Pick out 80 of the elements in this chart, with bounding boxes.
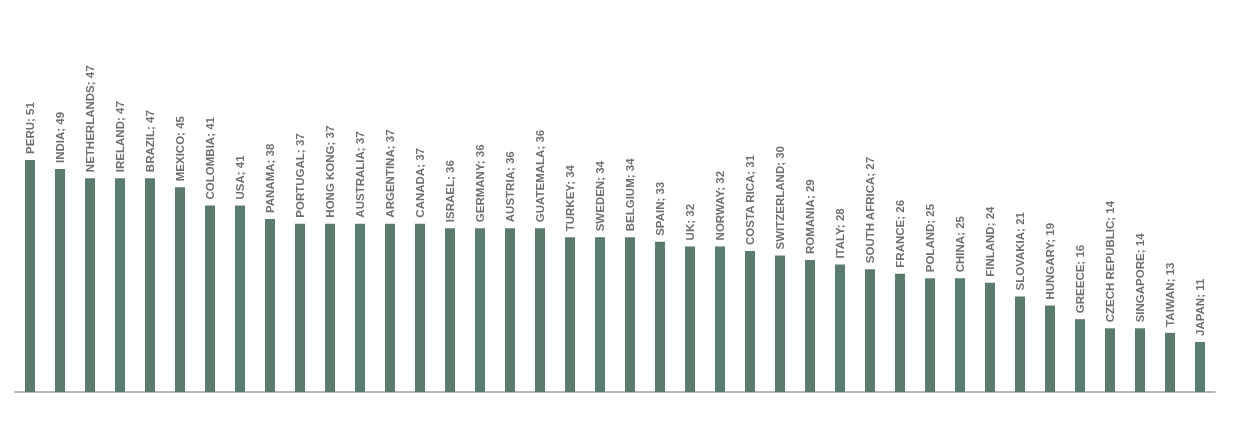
bar: [445, 228, 455, 392]
bar: [205, 205, 215, 392]
bar: [955, 278, 965, 392]
bar: [535, 228, 545, 392]
bar: [265, 219, 275, 392]
bar: [1165, 332, 1175, 392]
bar: [865, 269, 875, 392]
bar: [145, 178, 155, 392]
bar: [925, 278, 935, 392]
bar: [1195, 341, 1205, 392]
data-label: BELGIUM; 34: [624, 157, 636, 232]
data-label: INDIA; 49: [54, 111, 66, 164]
bar: [325, 223, 335, 392]
data-label: AUSTRIA; 36: [504, 151, 516, 223]
data-label: MEXICO; 45: [174, 115, 186, 182]
data-label: GUATEMALA; 36: [534, 129, 546, 223]
data-label: SLOVAKIA; 21: [1014, 211, 1026, 291]
data-label: ISRAEL; 36: [444, 160, 456, 223]
data-label: PORTUGAL; 37: [294, 133, 306, 218]
bar: [835, 264, 845, 392]
bar: [1135, 328, 1145, 392]
bar: [595, 237, 605, 392]
data-label: FRANCE; 26: [894, 199, 906, 268]
bar: [1105, 328, 1115, 392]
data-label: AUSTRALIA; 37: [354, 131, 366, 218]
bar: [1015, 296, 1025, 392]
data-label: CZECH REPUBLIC; 14: [1104, 200, 1116, 323]
data-label: USA; 41: [234, 154, 246, 200]
bar: [655, 241, 665, 392]
bar: [1045, 305, 1055, 392]
data-label: CANADA; 37: [414, 147, 426, 218]
bar: [1075, 319, 1085, 392]
data-label: IRELAND; 47: [114, 101, 126, 173]
bar: [985, 282, 995, 392]
data-label: NETHERLANDS; 47: [84, 65, 96, 173]
data-label: SOUTH AFRICA; 27: [864, 156, 876, 264]
data-label: TURKEY; 34: [564, 164, 576, 232]
bar: [715, 246, 725, 392]
data-label: SWITZERLAND; 30: [774, 146, 786, 250]
bar: [475, 228, 485, 392]
data-label: UK; 32: [684, 203, 696, 241]
bar: [385, 223, 395, 392]
bar: [115, 178, 125, 392]
bar: [805, 260, 815, 392]
data-label: COSTA RICA; 31: [744, 154, 756, 245]
data-label: PANAMA; 38: [264, 143, 276, 214]
bar: [895, 273, 905, 392]
bar: [415, 223, 425, 392]
bar: [355, 223, 365, 392]
bar: [745, 250, 755, 392]
data-label: GREECE; 16: [1074, 244, 1086, 314]
data-label: TAIWAN; 13: [1164, 262, 1176, 327]
bar: [85, 178, 95, 392]
bar: [55, 169, 65, 392]
bar: [235, 205, 245, 392]
data-label: GERMANY; 36: [474, 144, 486, 223]
data-label: HONG KONG; 37: [324, 125, 336, 218]
data-label: HUNGARY; 19: [1044, 222, 1056, 300]
data-label: SPAIN; 33: [654, 181, 666, 236]
bar: [505, 228, 515, 392]
bar: [565, 237, 575, 392]
data-label: ITALY; 28: [834, 207, 846, 259]
data-label: PERU; 51: [24, 101, 36, 154]
data-label: ARGENTINA; 37: [384, 129, 396, 218]
data-label: ROMANIA; 29: [804, 179, 816, 255]
data-label: NORWAY; 32: [714, 170, 726, 241]
bar: [175, 187, 185, 392]
data-label: SINGAPORE; 14: [1134, 232, 1146, 323]
bar: [775, 255, 785, 392]
data-label: BRAZIL; 47: [144, 110, 156, 173]
data-label: JAPAN; 11: [1194, 278, 1206, 336]
bar: [295, 223, 305, 392]
bar: [25, 159, 35, 392]
bar: [685, 246, 695, 392]
data-label: POLAND; 25: [924, 203, 936, 273]
data-label: COLOMBIA; 41: [204, 116, 216, 200]
data-label: SWEDEN; 34: [594, 160, 606, 232]
data-label: FINLAND; 24: [984, 205, 996, 277]
data-label: CHINA; 25: [954, 215, 966, 273]
bar: [625, 237, 635, 392]
